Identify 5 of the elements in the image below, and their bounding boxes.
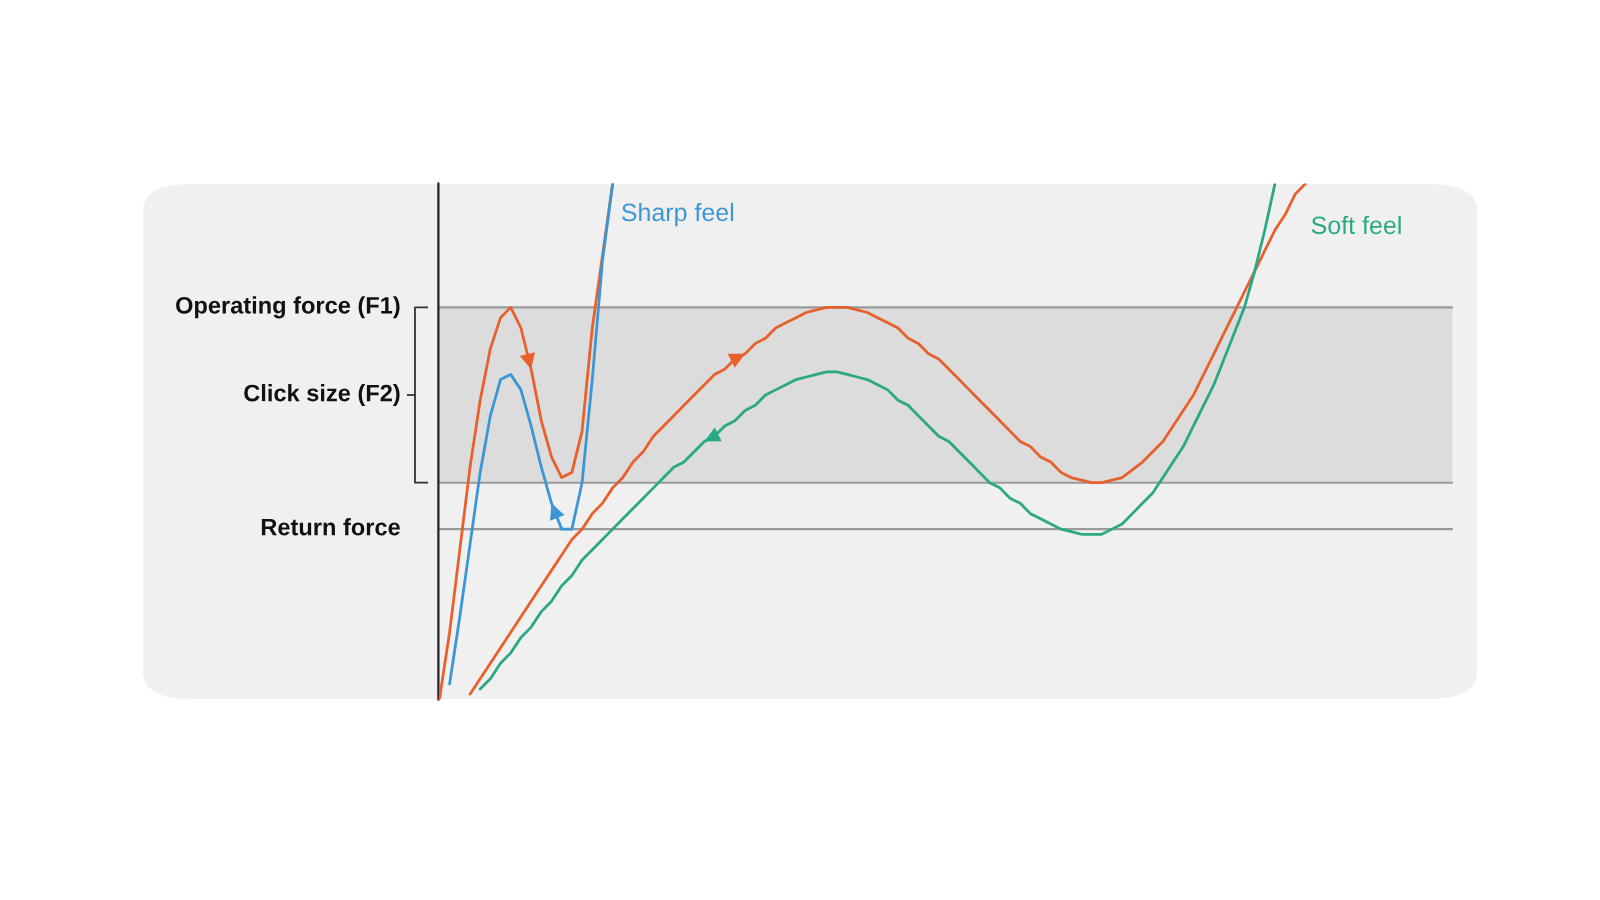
series-label: Sharp feel <box>621 202 734 227</box>
series-label: Soft feel <box>1311 215 1401 235</box>
ref-line-label: Operating force (F1) <box>176 296 400 319</box>
ref-line-label: Return force <box>261 518 400 536</box>
band-label: Click size (F2) <box>244 384 400 407</box>
